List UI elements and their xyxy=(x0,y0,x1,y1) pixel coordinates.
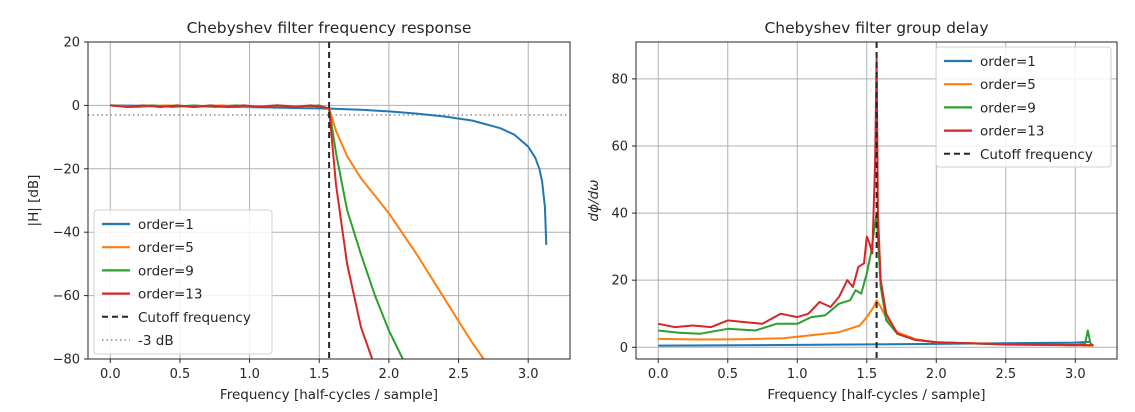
axes-frame xyxy=(635,41,1118,360)
y-tick-label: −20 xyxy=(53,162,80,177)
y-tick-label: 40 xyxy=(611,207,628,222)
y-tick-label: 0 xyxy=(620,341,628,356)
x-tick-label: 2.5 xyxy=(995,367,1016,382)
x-tick-label: 0.0 xyxy=(100,367,121,382)
legend-label: Cutoff frequency xyxy=(980,147,1093,163)
x-tick-label: 3.0 xyxy=(518,367,539,382)
legend: order=1 order=5 order=9 order=13 Cutoff freq… xyxy=(93,209,273,355)
legend-label: order=9 xyxy=(138,263,194,279)
legend-label: order=1 xyxy=(980,54,1036,70)
series-group xyxy=(110,104,548,359)
legend-label: -3 dB xyxy=(138,333,174,349)
series-line-order-1 xyxy=(658,340,1090,347)
x-tick-label: 1.5 xyxy=(309,367,330,382)
x-tick-label: 3.0 xyxy=(1065,367,1086,382)
x-axis-label: Frequency [half-cycles / sample] xyxy=(220,387,438,403)
y-tick-label: 80 xyxy=(611,72,628,87)
legend-label: order=13 xyxy=(138,287,203,303)
y-tick-label: 20 xyxy=(611,274,628,289)
legend-box xyxy=(935,46,1112,168)
y-tick-label: −60 xyxy=(53,289,80,304)
chart-title: Chebyshev filter group delay xyxy=(764,19,988,37)
y-tick-label: −80 xyxy=(53,353,80,368)
series-line-order-13 xyxy=(658,57,1094,347)
legend-label: order=13 xyxy=(980,124,1045,140)
legend-label: Cutoff frequency xyxy=(138,310,251,326)
x-tick-label: 1.0 xyxy=(787,367,808,382)
chart-title: Chebyshev filter frequency response xyxy=(187,19,472,37)
y-tick-label: −40 xyxy=(53,226,80,241)
chart-panel-1: 0.0 0.5 1.0 1.5 2.0 2.5 3.0 20 0 −20 −40 −60 −80 Cheb… xyxy=(26,19,571,403)
x-tick-label: 0.0 xyxy=(648,367,669,382)
legend-label: order=1 xyxy=(138,217,194,233)
x-tick-label: 2.0 xyxy=(379,367,400,382)
x-axis-label: Frequency [half-cycles / sample] xyxy=(767,387,985,403)
x-tick-label: 2.0 xyxy=(926,367,947,382)
legend-label: order=5 xyxy=(138,240,194,256)
x-tick-label: 0.5 xyxy=(170,367,191,382)
y-axis-label: dϕ/dω xyxy=(586,180,602,222)
x-tick-label: 2.5 xyxy=(448,367,469,382)
y-tick-label: 20 xyxy=(63,36,80,51)
x-tick-label: 1.0 xyxy=(239,367,260,382)
legend-label: order=5 xyxy=(980,77,1036,93)
y-tick-label: 0 xyxy=(72,99,80,114)
axes-frame xyxy=(87,41,571,360)
y-axis-label: |H| [dB] xyxy=(26,175,42,227)
x-tick-label: 1.5 xyxy=(856,367,877,382)
legend-box xyxy=(93,209,273,355)
legend: order=1 order=5 order=9 order=13 Cutoff freq… xyxy=(935,46,1112,168)
x-tick-label: 0.5 xyxy=(717,367,738,382)
series-line-order-1 xyxy=(110,104,548,245)
y-tick-label: 60 xyxy=(611,139,628,154)
chart-panel-2: 0.0 0.5 1.0 1.5 2.0 2.5 3.0 80 60 40 20 0 Chebyshev … xyxy=(586,19,1118,403)
series-group xyxy=(658,57,1094,347)
series-line-order-13 xyxy=(110,104,374,359)
legend-label: order=9 xyxy=(980,100,1036,116)
